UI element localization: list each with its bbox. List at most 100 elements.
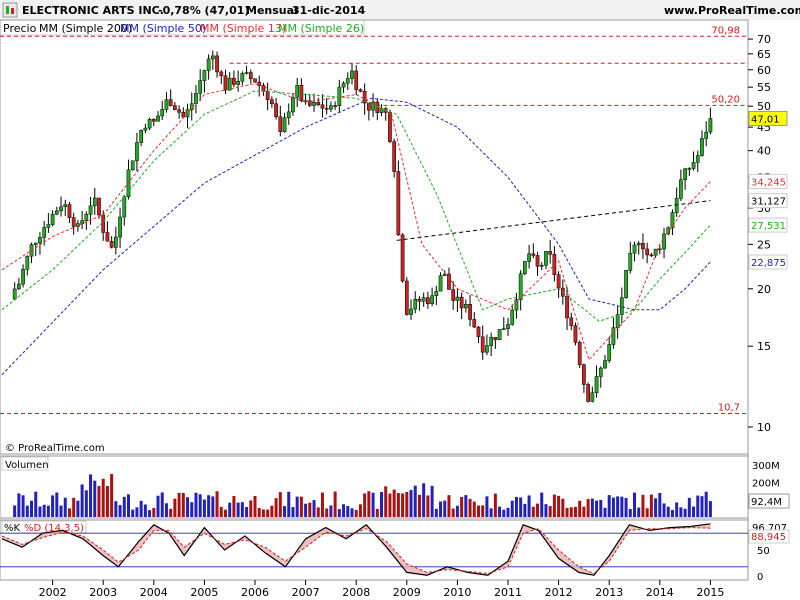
legend-ma50[interactable]: MM (Simple 50): [120, 22, 206, 35]
legend-ma13[interactable]: MM (Simple 13): [200, 22, 286, 35]
volume-bar: [164, 503, 168, 517]
candle-body: [114, 236, 118, 248]
candle-body: [404, 280, 409, 315]
ma-line: [1, 90, 711, 322]
volume-bar: [110, 473, 114, 517]
candle-body: [586, 384, 590, 402]
volume-bar: [464, 495, 468, 517]
volume-bar: [333, 491, 337, 517]
legend-price[interactable]: Precio: [3, 22, 37, 35]
candle-body: [426, 297, 430, 305]
candle-body: [130, 160, 135, 170]
candle-body: [535, 255, 540, 267]
date-label: 31-dic-2014: [292, 4, 366, 17]
volume-bar: [320, 492, 324, 517]
legend-ma26[interactable]: MM (Simple 26): [278, 22, 364, 35]
volume-bar: [409, 489, 413, 517]
volume-bar: [291, 507, 295, 517]
candle-body: [556, 274, 561, 289]
legend: Precio MM (Simple 200) MM (Simple 50) MM…: [0, 19, 365, 36]
stoch-k-line: [1, 523, 711, 576]
candle-body: [527, 253, 531, 262]
legend-ma200[interactable]: MM (Simple 200): [39, 22, 132, 35]
volume-bar: [595, 500, 599, 517]
volume-bar: [253, 496, 257, 517]
site-label[interactable]: www.ProRealTime.com: [664, 4, 800, 17]
stoch-d-box: [748, 529, 790, 544]
candle-body: [160, 109, 165, 117]
candle-body: [607, 344, 612, 361]
volume-bar: [316, 507, 320, 517]
candle-body: [33, 242, 38, 245]
candle-body: [447, 273, 451, 290]
volume-bar: [80, 484, 84, 517]
level-label: 70,98: [711, 25, 740, 36]
value-tags: 47,01 34,245 31,127 27,531 22,875: [748, 110, 788, 270]
value-tag-label: 22,875: [751, 258, 786, 269]
x-tick-label: 2012: [545, 586, 573, 599]
candle-body: [569, 317, 574, 326]
y-tick-label: 65: [757, 48, 771, 61]
volume-bar: [548, 506, 552, 517]
chart-type-icon[interactable]: [2, 2, 18, 18]
candle-body: [379, 108, 384, 113]
candle-body: [362, 90, 367, 104]
candle-body: [46, 224, 51, 228]
volume-bar: [616, 496, 620, 517]
candle-body: [687, 168, 692, 170]
candle-body: [202, 70, 207, 81]
candle-body: [468, 303, 472, 320]
volume-bar: [325, 508, 329, 517]
volume-bar: [181, 493, 185, 517]
volume-bar: [628, 508, 632, 517]
candle-body: [691, 162, 696, 169]
candle-body: [109, 241, 114, 248]
volume-bar: [38, 506, 42, 517]
volume-bar: [476, 505, 480, 517]
volume-bar: [148, 510, 152, 517]
x-tick-label: 2011: [494, 586, 522, 599]
volume-bar: [611, 497, 615, 517]
x-tick-label: 2008: [342, 586, 370, 599]
volume-bar: [131, 509, 135, 517]
price-change: -0,78% (47,01): [158, 4, 249, 17]
candle-body: [501, 328, 506, 330]
volume-bar: [245, 506, 249, 517]
stoch-tick-label: 0: [757, 572, 763, 583]
volume-bar: [645, 508, 649, 517]
candle-body: [50, 213, 55, 225]
value-tag-label: 34,245: [751, 178, 786, 189]
volume-bar: [481, 505, 485, 517]
volume-bars: [13, 473, 712, 517]
volume-bar: [190, 502, 194, 517]
volume-bar: [21, 495, 25, 517]
candle-body: [12, 288, 17, 300]
moving-averages: [1, 83, 711, 376]
volume-bar: [590, 498, 594, 517]
volume-bar: [304, 503, 308, 517]
volume-bar: [413, 485, 417, 517]
volume-bar: [510, 500, 514, 517]
volume-bar: [363, 493, 367, 517]
stoch-fill: [2, 523, 711, 576]
candle-body: [101, 214, 106, 233]
ma-line: [1, 83, 711, 361]
volume-bar: [329, 505, 333, 517]
volume-bar: [451, 508, 455, 517]
volume-bar: [202, 499, 206, 517]
candle-body: [345, 78, 350, 84]
candle-body: [388, 112, 392, 142]
x-tick-label: 2004: [140, 586, 168, 599]
volume-bar: [358, 504, 362, 517]
x-tick-label: 2010: [443, 586, 471, 599]
volume-bar: [13, 505, 17, 517]
volume-bar: [342, 504, 346, 517]
volume-bar: [76, 500, 80, 517]
stoch-d-value: 88,945: [751, 532, 786, 543]
candle-body: [312, 102, 316, 106]
candle-body: [434, 290, 439, 296]
volume-bar: [439, 501, 443, 517]
candle-body: [38, 237, 42, 244]
volume-bar: [101, 478, 105, 517]
